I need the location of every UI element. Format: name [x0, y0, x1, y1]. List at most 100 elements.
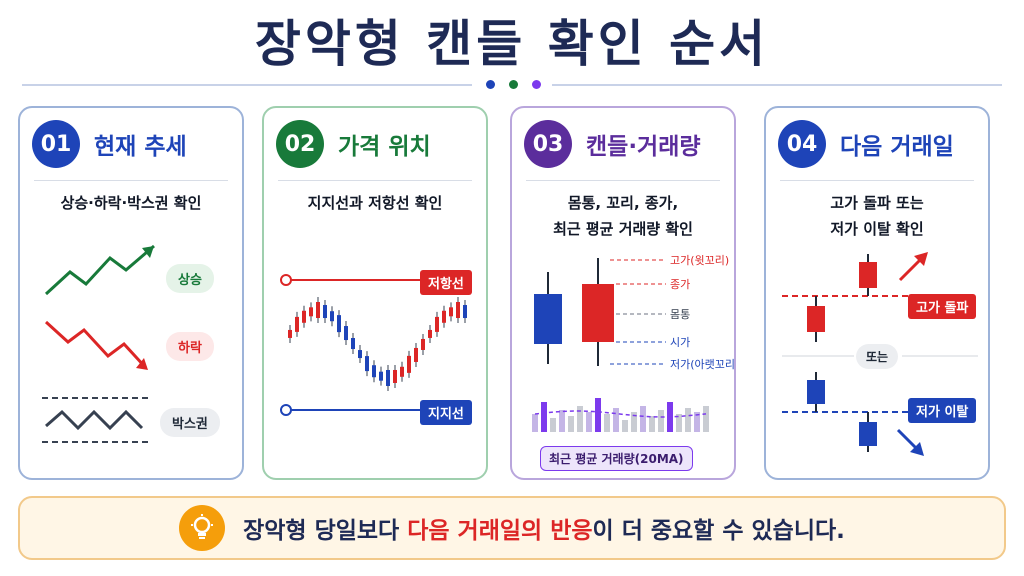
downtrend-label: 하락 — [166, 332, 214, 361]
volume-bar — [694, 412, 700, 432]
body-label: 몸통 — [670, 308, 691, 321]
dot-purple — [532, 80, 541, 89]
card-divider — [278, 180, 472, 181]
volume-bar — [568, 416, 574, 432]
volume-bar — [676, 414, 682, 432]
volume-bar — [685, 408, 691, 432]
uptrend-label: 상승 — [166, 264, 214, 293]
price-candle-body — [393, 369, 397, 383]
price-candle-body — [435, 316, 439, 332]
volume-bar — [604, 414, 610, 432]
resistance-start-marker — [280, 274, 292, 286]
low-label: 저가(아랫꼬리) — [670, 358, 736, 371]
price-candle-body — [316, 302, 320, 319]
volume-bar — [559, 410, 565, 432]
prior-bear-body — [807, 380, 825, 404]
trend-illustration — [42, 244, 155, 443]
breakout-label: 고가 돌파 — [908, 294, 977, 319]
breakout-candle-body — [859, 262, 877, 288]
card-description: 고가 돌파 또는 저가 이탈 확인 — [766, 190, 988, 242]
title-divider-left — [22, 84, 472, 86]
volume-ma-line — [534, 410, 707, 418]
footer-callout: 장악형 당일보다 다음 거래일의 반응이 더 중요할 수 있습니다. — [18, 496, 1006, 560]
card-description-line2: 저가 이탈 확인 — [830, 220, 924, 238]
breakout-arrow-icon — [914, 252, 928, 266]
volume-bar — [640, 406, 646, 432]
footer-text-before: 장악형 당일보다 — [243, 518, 408, 544]
volume-bar — [550, 418, 556, 432]
volume-bar — [658, 410, 664, 432]
breakdown-candle-body — [859, 422, 877, 446]
support-resistance-chart — [280, 274, 467, 416]
volume-bar — [649, 416, 655, 432]
card-description: 몸통, 꼬리, 종가, 최근 평균 거래량 확인 — [512, 190, 734, 242]
footer-message: 장악형 당일보다 다음 거래일의 반응이 더 중요할 수 있습니다. — [243, 511, 845, 545]
page-title: 장악형 캔들 확인 순서 — [254, 15, 770, 73]
price-candle-body — [295, 316, 299, 332]
card-current-trend: 01 현재 추세 상승·하락·박스권 확인 상승 하락 박스권 — [18, 106, 244, 480]
price-candle-body — [414, 347, 418, 362]
uptrend-line — [44, 244, 155, 296]
card-title: 캔들·거래량 — [586, 134, 701, 160]
card-price-position: 02 가격 위치 지지선과 저항선 확인 저항선 지지선 — [262, 106, 488, 480]
volume-bar — [622, 420, 628, 432]
lightbulb-icon — [179, 505, 226, 551]
footer-text-after: 이 더 중요할 수 있습니다. — [592, 518, 845, 544]
support-start-marker — [280, 404, 292, 416]
price-candle-body — [442, 310, 446, 323]
prior-bull-body — [807, 306, 825, 332]
price-candle-body — [428, 329, 432, 338]
price-candle-body — [309, 307, 313, 317]
step-badge: 03 — [524, 120, 572, 168]
price-candle-body — [386, 369, 390, 386]
card-divider — [780, 180, 974, 181]
price-candle-body — [365, 356, 369, 372]
card-title: 가격 위치 — [338, 134, 431, 160]
range-zigzag — [45, 409, 144, 431]
volume-bar — [613, 408, 619, 432]
volume-bar — [703, 406, 709, 432]
card-description: 상승·하락·박스권 확인 — [60, 194, 202, 212]
title-divider-right — [552, 84, 1002, 86]
price-candle-body — [302, 310, 306, 323]
open-label: 시가 — [670, 336, 691, 349]
footer-highlight: 다음 거래일의 반응 — [407, 518, 593, 544]
price-candle-body — [379, 371, 383, 381]
price-candle-body — [344, 326, 348, 341]
card-description-line2: 최근 평균 거래량 확인 — [553, 220, 693, 238]
bull-candle-body — [582, 284, 614, 342]
price-candle-body — [358, 350, 362, 359]
step-badge: 01 — [32, 120, 80, 168]
card-candle-volume: 03 캔들·거래량 몸통, 꼬리, 종가, 최근 평균 거래량 확인 고가(윗꼬… — [510, 106, 736, 480]
price-candle-body — [288, 329, 292, 338]
card-title: 현재 추세 — [94, 134, 187, 160]
card-title: 다음 거래일 — [840, 134, 954, 160]
card-divider — [34, 180, 228, 181]
title-dots — [486, 80, 541, 89]
downtrend-line — [44, 320, 148, 370]
breakdown-label: 저가 이탈 — [908, 398, 977, 423]
price-candle-body — [323, 305, 327, 319]
card-description-line1: 몸통, 꼬리, 종가, — [567, 194, 679, 212]
volume-bar — [577, 406, 583, 432]
card-description-line1: 고가 돌파 또는 — [830, 194, 924, 212]
resistance-label: 저항선 — [420, 270, 472, 295]
price-candle-body — [456, 302, 460, 319]
price-candle-body — [400, 366, 404, 377]
volume-ma-label: 최근 평균 거래량(20MA) — [540, 446, 693, 471]
breakdown-arrow-icon — [910, 442, 924, 456]
price-candle-body — [421, 338, 425, 350]
price-candle-body — [372, 365, 376, 378]
price-candle-body — [449, 307, 453, 317]
price-candle-body — [351, 338, 355, 350]
engulfing-candle-illustration — [532, 258, 709, 432]
dot-blue — [486, 80, 495, 89]
price-candle-body — [407, 355, 411, 373]
volume-bar — [595, 398, 601, 432]
dot-green — [509, 80, 518, 89]
card-next-trading-day: 04 다음 거래일 고가 돌파 또는 저가 이탈 확인 고가 돌파 또는 저가 … — [764, 106, 990, 480]
support-label: 지지선 — [420, 400, 472, 425]
high-label: 고가(윗꼬리) — [670, 254, 730, 267]
price-candle-body — [330, 311, 334, 322]
step-badge: 04 — [778, 120, 826, 168]
